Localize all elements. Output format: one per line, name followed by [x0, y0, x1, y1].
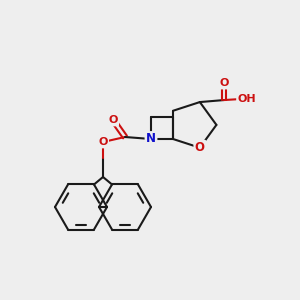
Text: O: O: [98, 137, 108, 147]
Text: OH: OH: [238, 94, 256, 104]
Text: N: N: [146, 133, 156, 146]
Text: O: O: [219, 78, 229, 88]
Text: O: O: [195, 141, 205, 154]
Text: O: O: [108, 115, 118, 125]
